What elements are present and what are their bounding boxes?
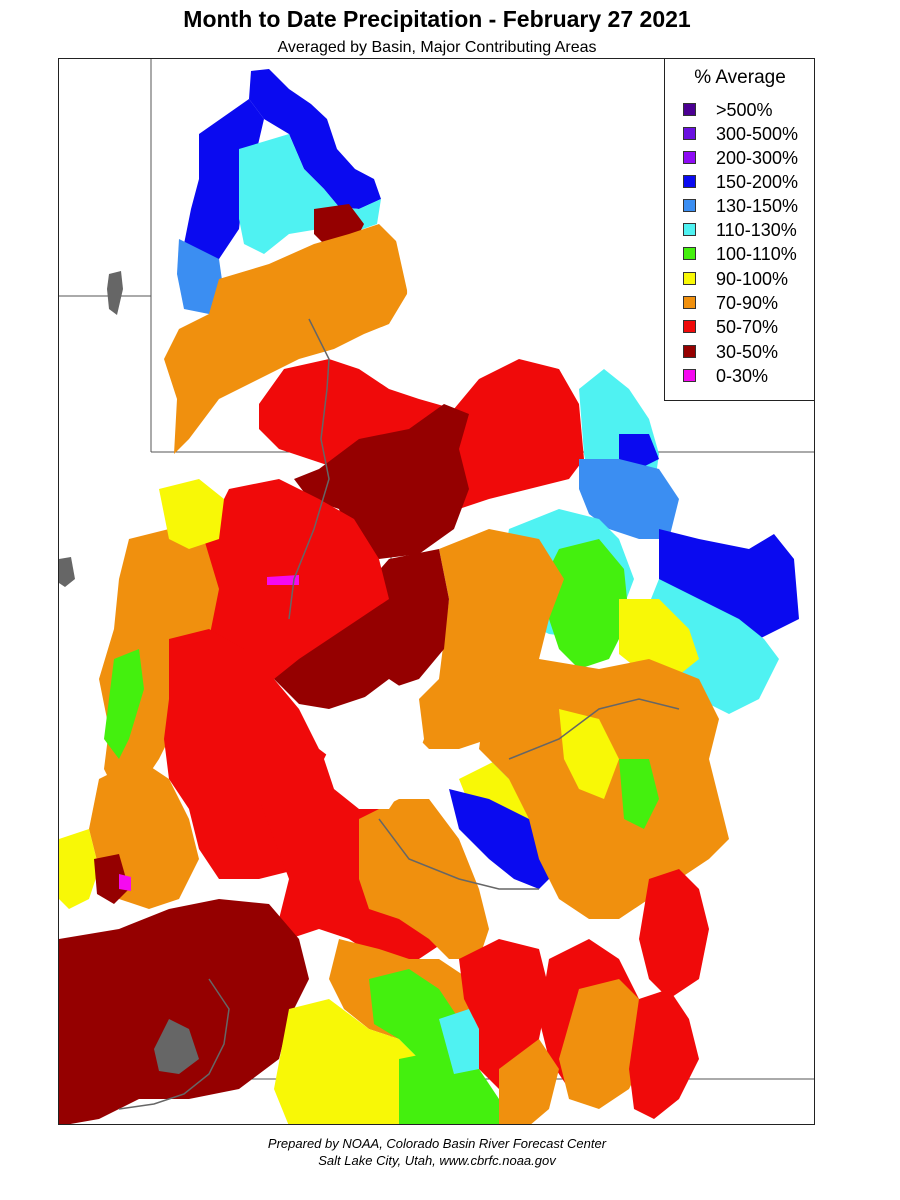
legend-swatch bbox=[683, 151, 696, 164]
basin-west-magenta bbox=[119, 874, 131, 891]
legend-label: 50-70% bbox=[716, 317, 779, 337]
legend-label: 300-500% bbox=[716, 124, 799, 144]
basin-upper-colorado-yellow bbox=[619, 599, 699, 679]
basin-upper-green-lightblue bbox=[184, 99, 264, 264]
legend-swatch bbox=[683, 247, 696, 260]
basin-yampa-dark bbox=[294, 404, 469, 559]
basin-lower-central-blue bbox=[449, 789, 559, 889]
footer-credit-line2: Salt Lake City, Utah, www.cbrfc.noaa.gov bbox=[318, 1153, 556, 1168]
basin-lower-dark bbox=[59, 899, 309, 1124]
excluded-area-central bbox=[324, 679, 424, 809]
basin-west-dark-small bbox=[94, 854, 129, 904]
legend-swatch bbox=[683, 199, 696, 212]
excluded-areas bbox=[324, 209, 599, 809]
legend-swatch bbox=[683, 369, 696, 382]
legend-label: 0-30% bbox=[716, 366, 769, 386]
legend-label: >500% bbox=[716, 100, 773, 120]
legend-swatch bbox=[683, 345, 696, 358]
legend-box: % Average >500% 300-500% 200-300% 150-20… bbox=[664, 59, 814, 401]
basin-upper-green bbox=[164, 69, 409, 454]
legend-swatch bbox=[683, 127, 696, 140]
basin-upper-green-steel bbox=[177, 239, 224, 314]
basin-central-magenta bbox=[267, 575, 299, 585]
legend-swatch bbox=[683, 272, 696, 285]
basin-lower-central-orange bbox=[359, 799, 489, 959]
lake-west bbox=[59, 557, 75, 587]
legend-label: 100-110% bbox=[716, 244, 797, 264]
legend-swatch bbox=[683, 103, 696, 116]
basin-upper-green-orange bbox=[164, 224, 409, 454]
lakes bbox=[59, 271, 199, 1074]
legend-label: 30-50% bbox=[716, 342, 779, 362]
legend-swatch bbox=[683, 175, 696, 188]
legend-label: 90-100% bbox=[716, 269, 789, 289]
legend-label: 70-90% bbox=[716, 293, 779, 313]
basin-west-yellow-south bbox=[59, 829, 99, 909]
rivers bbox=[118, 318, 680, 1110]
basin-yampa-blue bbox=[619, 434, 659, 469]
basin-lower-cyan bbox=[439, 1009, 484, 1074]
legend-label: 150-200% bbox=[716, 172, 799, 192]
basin-upper-colorado-steel bbox=[579, 459, 679, 539]
lake-north bbox=[107, 271, 123, 315]
basin-southeast-red-far bbox=[629, 989, 699, 1119]
legend-swatch bbox=[683, 223, 696, 236]
footer-credit-line1: Prepared by NOAA, Colorado Basin River F… bbox=[267, 1136, 607, 1151]
lake-powell bbox=[154, 1019, 199, 1074]
basin-west-yellow bbox=[159, 479, 224, 549]
map-subtitle: Averaged by Basin, Major Contributing Ar… bbox=[277, 39, 597, 56]
excluded-area-north bbox=[389, 209, 599, 389]
basin-lower-yellow bbox=[274, 999, 419, 1124]
legend-swatch bbox=[683, 296, 696, 309]
legend-title: % Average bbox=[694, 67, 786, 88]
basin-upper-colorado-green bbox=[544, 539, 629, 669]
basin-central bbox=[199, 479, 564, 749]
basin-southeast-yellow bbox=[559, 709, 619, 799]
basin-southeast bbox=[479, 659, 729, 1119]
basin-west-green bbox=[104, 649, 144, 759]
legend-label: 130-150% bbox=[716, 196, 799, 216]
basin-central-dark bbox=[274, 549, 449, 709]
map-title: Month to Date Precipitation - February 2… bbox=[183, 6, 691, 32]
basin-map-svg bbox=[59, 59, 814, 1124]
basin-central-red bbox=[199, 479, 389, 699]
legend-swatch bbox=[683, 320, 696, 333]
basin-upper-green-blue bbox=[249, 69, 381, 209]
legend-label: 110-130% bbox=[716, 220, 797, 240]
legend-label: 200-300% bbox=[716, 148, 799, 168]
basin-lower bbox=[59, 899, 559, 1124]
basin-southeast-orange-south bbox=[559, 979, 649, 1109]
basin-lower-green bbox=[369, 969, 459, 1059]
basin-southeast-red bbox=[639, 869, 709, 999]
basin-lower-orange-east bbox=[499, 1039, 559, 1124]
basin-southeast-green bbox=[619, 759, 659, 829]
